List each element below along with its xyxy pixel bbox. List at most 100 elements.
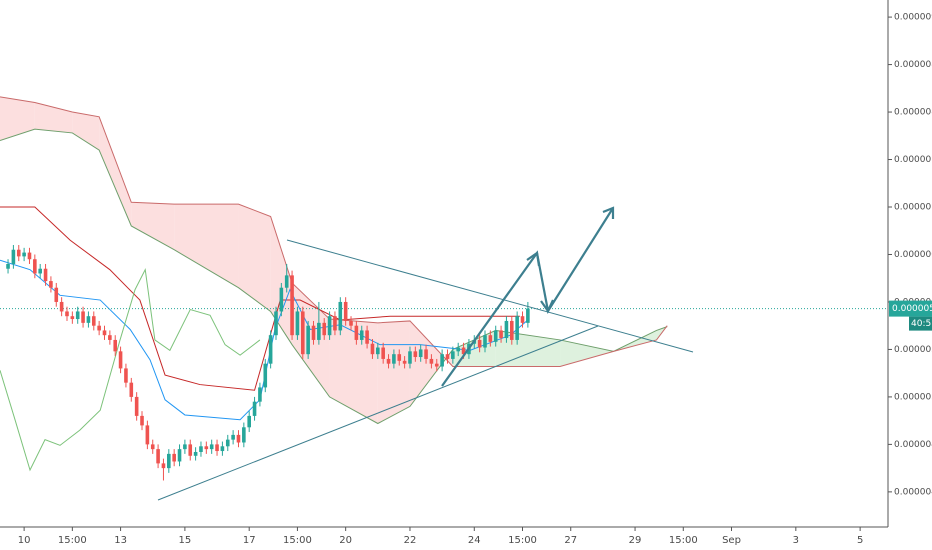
y-tick-label: 0.00000900 [894,13,932,23]
y-tick-label: 0.00000800 [894,108,932,118]
x-tick-label: 3 [793,535,799,546]
x-tick-label: 13 [114,535,127,546]
cloud-fill [329,319,378,424]
candle-body [38,268,42,274]
candle-body [451,351,455,359]
x-tick-label: 17 [243,535,256,546]
indicator-line [0,268,261,472]
candle-body [445,354,450,359]
candle-body [349,320,353,326]
candle-body [424,349,428,359]
candle-body [118,351,123,369]
arrow-head [602,206,615,219]
x-tick-label: 20 [339,535,352,546]
candle-body [381,347,385,359]
candle-body [359,330,364,340]
y-tick-label: 0.00000400 [894,487,932,497]
candle-body [177,449,182,462]
candle-body [183,444,187,450]
trend-line [286,239,694,353]
x-tick-label: 15:00 [58,535,87,546]
candle-body [418,349,423,358]
candle-body [59,301,64,312]
x-tick-label: 15:00 [508,535,537,546]
candle-body [27,252,32,260]
candle-body [376,347,380,355]
candle-body [488,335,493,342]
last-price-box [889,300,932,317]
last-price-label: 0.00000593 [892,304,932,314]
x-tick-label: 29 [629,535,642,546]
candle-body [54,287,59,302]
candle-body [434,363,439,367]
candle-body [413,351,418,358]
candle-body [397,354,402,361]
candle-body [365,330,369,344]
plot-area [0,96,888,481]
candle-body [225,439,230,447]
candle-body [263,363,268,388]
candle-body [102,330,107,336]
candle-body [16,249,21,257]
candle-body [247,415,251,428]
x-tick-label: 15:00 [283,535,312,546]
x-tick-label: 5 [857,535,863,546]
candle-body [167,453,171,469]
candle-body [520,316,525,323]
candle-body [209,444,214,450]
projection-arrow [441,207,614,387]
cloud-fill [377,320,410,424]
candle-body [49,281,53,288]
candle-body [11,249,16,264]
candle-body [75,311,80,320]
candle-body [429,358,434,364]
candle-body [300,311,305,355]
candle-body [268,335,273,364]
y-tick-label: 0.00000850 [894,60,932,70]
candle-body [156,449,160,464]
candle-body [392,354,396,364]
candle-body [408,351,412,364]
candle-body [124,368,128,383]
cloud-fill [99,116,132,226]
candle-body [129,382,134,397]
trend-line [157,325,599,501]
candle-body [134,396,139,416]
candle-body [236,434,241,443]
candle-body [509,320,514,340]
axes: 0.00000400 0.00000450 0.00000500 0.00000550… [18,13,932,546]
candle-body [477,339,482,348]
candle-body [97,325,101,331]
candle-body [108,335,112,340]
x-tick-label: 10 [18,535,31,546]
candle-body [526,308,530,323]
candle-body [333,316,337,331]
y-tick-label: 0.00000650 [894,250,932,260]
x-tick-label: 15:00 [669,535,698,546]
x-tick-label: 27 [564,535,577,546]
candle-body [172,453,176,462]
candle-body [252,401,257,416]
candle-body [483,335,487,348]
candle-body [43,268,48,282]
candle-body [193,451,198,456]
arrow-head [526,251,541,267]
candle-body [499,330,503,339]
candle-body [493,330,498,342]
candle-body [461,347,466,355]
cloud-span-a [0,128,668,425]
candle-body [86,316,91,323]
candle-body [33,259,37,274]
candle-body [258,387,262,402]
countdown-label: 40:57 [911,319,932,329]
candle-body [456,347,461,352]
drawings [157,206,694,501]
candle-body [370,343,375,355]
candle-body [215,444,219,452]
x-tick-label: 22 [404,535,417,546]
candle-body [91,316,96,326]
candle-body [70,316,75,320]
candle-body [22,252,26,257]
